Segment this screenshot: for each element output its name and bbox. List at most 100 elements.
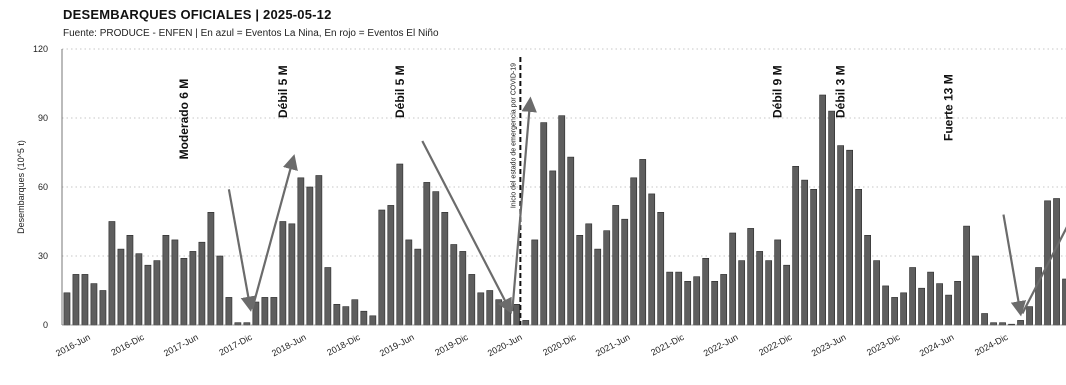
x-tick-label: 2024-Dic xyxy=(973,332,1010,358)
bar xyxy=(351,299,359,326)
bar xyxy=(657,212,665,326)
bar xyxy=(441,212,449,326)
bar xyxy=(189,251,197,326)
y-axis-label: Desembarques (10^5 t) xyxy=(16,140,26,234)
trend-arrow xyxy=(251,154,298,310)
bar xyxy=(234,322,242,326)
bar xyxy=(414,248,422,326)
bar xyxy=(774,239,782,326)
bar xyxy=(315,175,323,326)
bar xyxy=(477,292,485,326)
bar xyxy=(558,115,566,326)
x-tick-label: 2019-Jun xyxy=(378,332,416,358)
bar xyxy=(1017,320,1024,326)
bar xyxy=(576,235,584,326)
bar xyxy=(864,235,871,326)
bar xyxy=(891,297,898,326)
bar xyxy=(171,239,179,326)
bar xyxy=(342,306,350,326)
bar xyxy=(306,186,314,326)
x-tick-label: 2021-Dic xyxy=(649,332,686,358)
event-annotation: Fuerte 13 M xyxy=(942,74,956,141)
y-tick-label: 90 xyxy=(38,113,48,123)
bar xyxy=(810,189,818,326)
y-tick-label: 0 xyxy=(43,320,48,330)
bar xyxy=(108,221,116,326)
bar xyxy=(297,177,305,326)
bar xyxy=(207,212,215,326)
y-tick-label: 120 xyxy=(33,44,48,54)
bar xyxy=(963,225,970,326)
trend-arrow xyxy=(1021,226,1066,315)
x-tick-label: 2019-Dic xyxy=(433,332,470,358)
bar xyxy=(1053,198,1060,326)
bar xyxy=(387,205,395,326)
bar xyxy=(675,271,683,326)
y-tick-label: 60 xyxy=(38,182,48,192)
bar xyxy=(684,280,692,326)
trend-arrow xyxy=(1002,214,1027,317)
bar xyxy=(945,294,952,326)
bar xyxy=(621,218,629,326)
bar xyxy=(432,191,440,326)
bar xyxy=(324,267,332,326)
bar xyxy=(882,285,889,326)
trend-arrow xyxy=(511,96,537,312)
bar xyxy=(81,274,89,326)
bar xyxy=(198,241,206,326)
bar xyxy=(396,163,404,326)
bar xyxy=(819,94,827,326)
x-tick-label: 2017-Dic xyxy=(217,332,254,358)
bar xyxy=(126,235,134,326)
bar xyxy=(999,322,1006,326)
bar xyxy=(522,320,530,326)
bar xyxy=(792,166,800,326)
bar xyxy=(585,223,593,326)
x-tick-label: 2021-Jun xyxy=(594,332,632,358)
bar xyxy=(612,205,620,326)
bar xyxy=(405,239,413,326)
bar xyxy=(225,297,233,326)
bar xyxy=(900,292,907,326)
bar xyxy=(72,274,80,326)
trend-arrow xyxy=(421,140,512,314)
bar xyxy=(1026,306,1033,326)
bar xyxy=(117,248,125,326)
bar xyxy=(450,244,458,326)
bar xyxy=(981,313,988,326)
x-tick-label: 2022-Jun xyxy=(702,332,740,358)
event-annotation: Débil 5 M xyxy=(393,65,407,118)
event-annotation: Débil 5 M xyxy=(276,65,290,118)
bar xyxy=(495,299,503,326)
bar xyxy=(756,251,764,326)
bar xyxy=(828,110,836,326)
bar xyxy=(153,260,161,326)
bar xyxy=(783,264,791,326)
bar xyxy=(711,280,719,326)
chart-subtitle: Fuente: PRODUCE - ENFEN | En azul = Even… xyxy=(63,28,439,39)
bar xyxy=(801,179,809,326)
x-tick-label: 2018-Jun xyxy=(270,332,308,358)
bar xyxy=(873,260,880,326)
bar xyxy=(918,287,925,326)
bar xyxy=(855,189,862,326)
bar xyxy=(459,251,467,326)
x-tick-label: 2024-Jun xyxy=(918,332,956,358)
chart-title: DESEMBARQUES OFICIALES | 2025-05-12 xyxy=(63,7,332,22)
x-tick-label: 2018-Dic xyxy=(325,332,362,358)
event-annotation: Débil 9 M xyxy=(771,65,785,118)
bar xyxy=(990,322,997,326)
bar xyxy=(99,290,107,326)
bar xyxy=(1062,278,1066,326)
bar xyxy=(288,223,296,326)
x-tick-label: 2020-Jun xyxy=(486,332,524,358)
bar xyxy=(927,271,934,326)
bar xyxy=(378,209,386,326)
bar xyxy=(360,310,368,326)
bar xyxy=(837,145,844,326)
bar xyxy=(270,297,278,326)
bar xyxy=(639,159,647,326)
bar xyxy=(333,303,341,326)
x-tick-label: 2023-Dic xyxy=(865,332,902,358)
